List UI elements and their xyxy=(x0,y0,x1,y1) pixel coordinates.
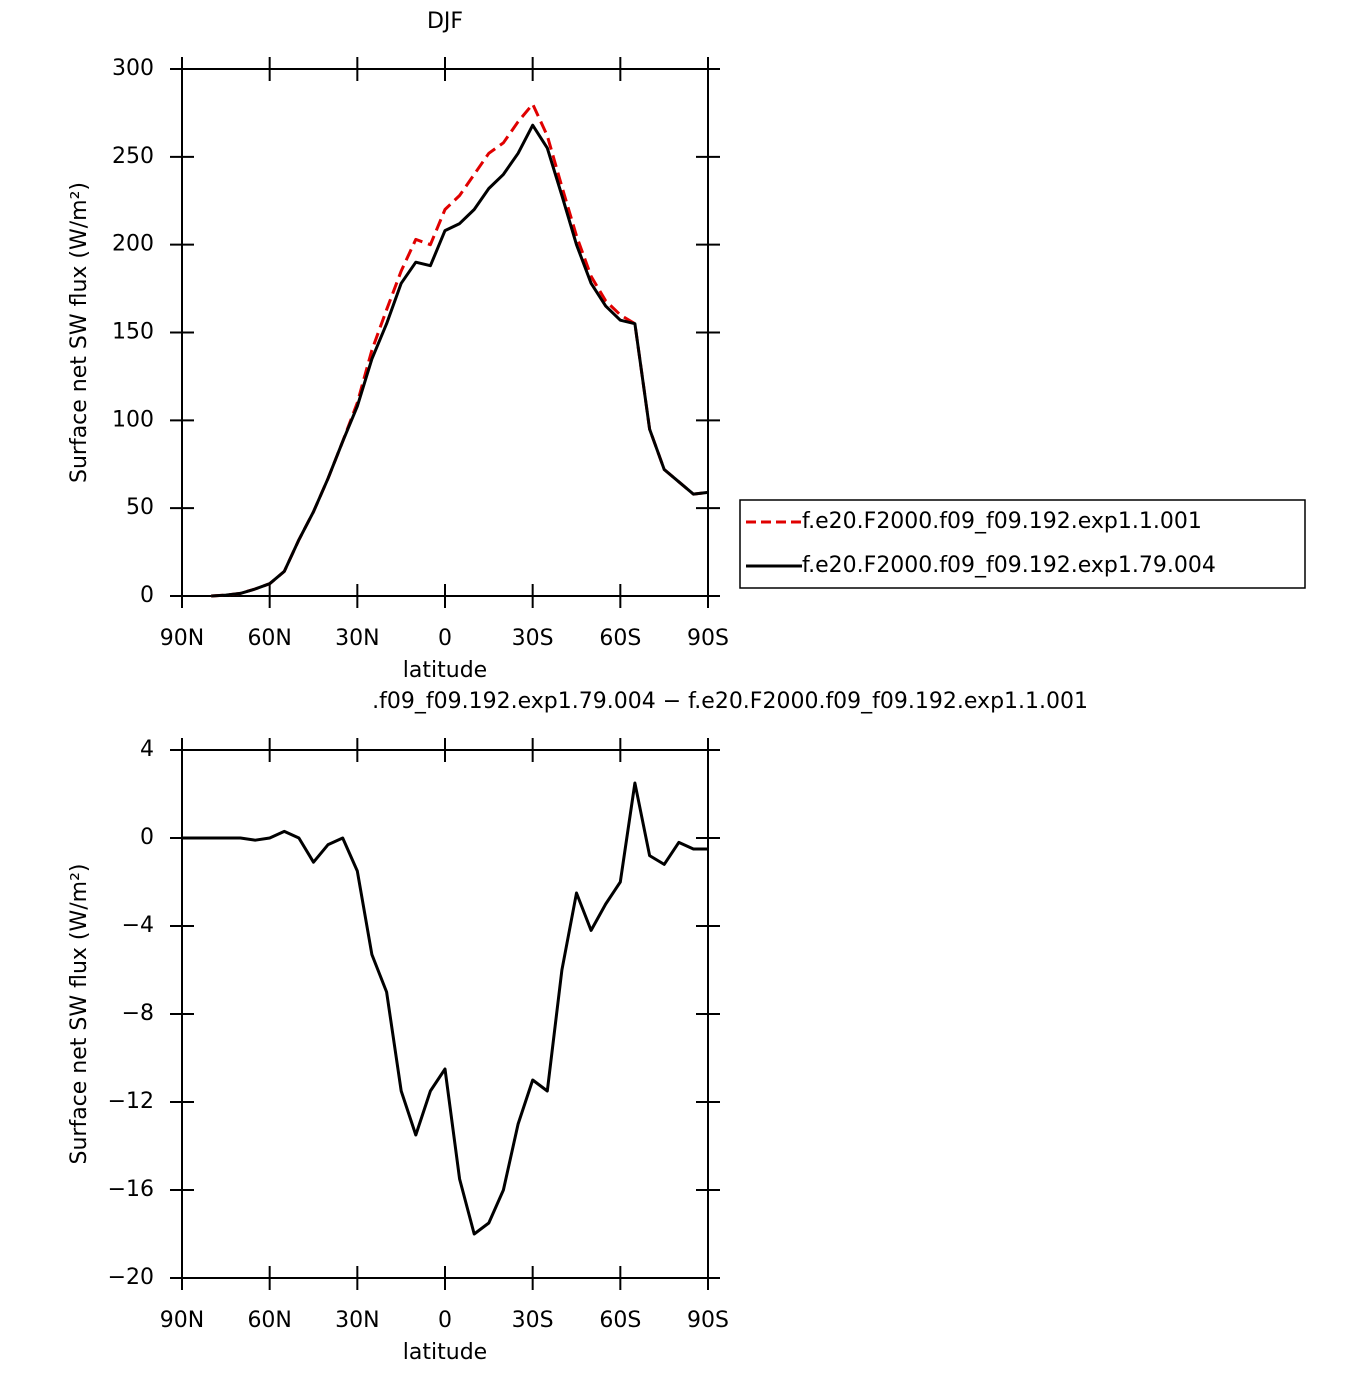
x-tick-label: 30N xyxy=(335,626,379,651)
y-tick-label: −16 xyxy=(108,1177,154,1202)
x-tick-label: 90S xyxy=(687,626,729,651)
x-tick-label: 60N xyxy=(247,626,291,651)
x-tick-label: 30S xyxy=(512,626,554,651)
y-axis-title: Surface net SW flux (W/m²) xyxy=(67,182,92,483)
chart-title: DJF xyxy=(427,9,463,34)
x-tick-label: 0 xyxy=(438,626,452,651)
y-tick-label: 250 xyxy=(112,144,154,169)
legend-label: f.e20.F2000.f09_f09.192.exp1.1.001 xyxy=(802,509,1202,534)
x-tick-label: 60S xyxy=(599,1308,641,1333)
x-tick-label: 30S xyxy=(512,1308,554,1333)
x-tick-label: 90N xyxy=(160,1308,204,1333)
y-tick-label: 4 xyxy=(140,737,154,762)
legend-label: f.e20.F2000.f09_f09.192.exp1.79.004 xyxy=(802,553,1216,578)
x-tick-label: 90S xyxy=(687,1308,729,1333)
x-tick-label: 60S xyxy=(599,626,641,651)
y-tick-label: −8 xyxy=(122,1001,154,1026)
y-tick-label: −20 xyxy=(108,1265,154,1290)
y-tick-label: 0 xyxy=(140,583,154,608)
series-line xyxy=(182,781,708,1236)
y-tick-label: 50 xyxy=(126,495,154,520)
y-tick-label: −4 xyxy=(122,913,154,938)
x-tick-label: 30N xyxy=(335,1308,379,1333)
x-axis-title: latitude xyxy=(403,1340,487,1365)
y-tick-label: 0 xyxy=(140,825,154,850)
y-tick-label: 200 xyxy=(112,232,154,257)
x-axis-title: latitude xyxy=(403,658,487,683)
y-tick-label: −12 xyxy=(108,1089,154,1114)
legend-box xyxy=(739,499,1306,589)
x-tick-label: 0 xyxy=(438,1308,452,1333)
y-axis-title: Surface net SW flux (W/m²) xyxy=(67,863,92,1164)
x-tick-label: 60N xyxy=(247,1308,291,1333)
y-tick-label: 150 xyxy=(112,320,154,345)
plot-frame xyxy=(181,68,709,597)
y-tick-label: 100 xyxy=(112,407,154,432)
series-line xyxy=(211,102,709,598)
chart-title: .f09_f09.192.exp1.79.004 − f.e20.F2000.f… xyxy=(372,689,1088,714)
x-tick-label: 90N xyxy=(160,626,204,651)
y-tick-label: 300 xyxy=(112,56,154,81)
series-line xyxy=(211,123,709,598)
